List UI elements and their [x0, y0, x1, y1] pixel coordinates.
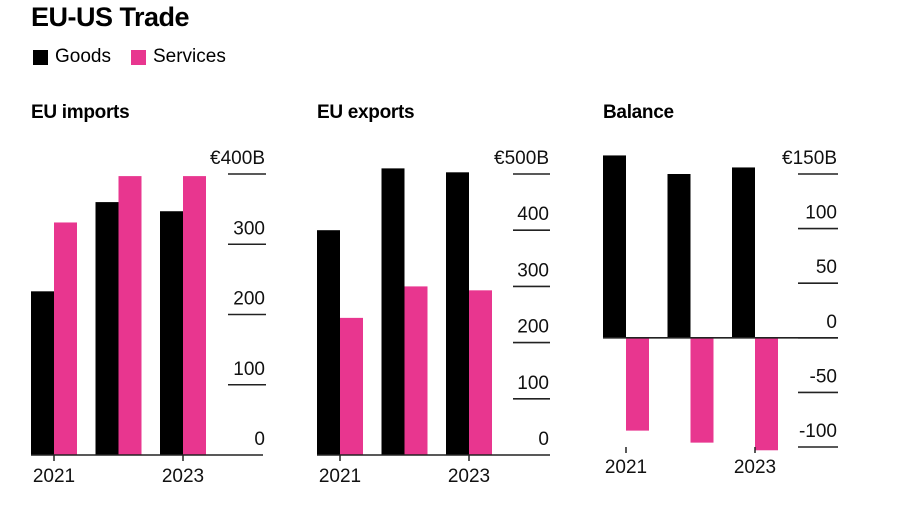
imports-bar-services-2021	[54, 222, 77, 455]
imports-y-tick-label: €400B	[210, 148, 265, 169]
balance-bar-services-2022	[690, 337, 714, 443]
exports-bar-goods-2023	[446, 172, 469, 455]
legend-item-goods: Goods	[33, 46, 111, 68]
imports-bar-services-2022	[118, 176, 142, 456]
legend: Goods Services	[33, 46, 246, 68]
balance-bar-goods-2022	[667, 174, 691, 338]
imports-bar-services-2023	[183, 176, 206, 456]
imports-y-tick-label: 0	[254, 429, 265, 450]
balance-y-tick-label: €150B	[782, 148, 837, 169]
imports-bar-goods-2023	[160, 211, 183, 455]
exports-bar-services-2021	[340, 317, 363, 455]
panel-title-imports: EU imports	[31, 102, 130, 123]
exports-y-tick-label: 100	[517, 373, 549, 394]
imports-bar-goods-2021	[31, 291, 54, 455]
legend-label-goods: Goods	[55, 46, 111, 67]
panel-title-exports: EU exports	[317, 102, 415, 123]
exports-y-tick-label: 400	[517, 204, 549, 225]
legend-label-services: Services	[152, 46, 226, 67]
legend-swatch-services	[130, 49, 146, 65]
balance-bar-services-2021	[626, 337, 649, 431]
balance-x-tick-label: 2021	[605, 457, 647, 478]
exports-x-tick-label: 2021	[319, 466, 361, 487]
panel-title-balance: Balance	[603, 102, 674, 123]
exports-bar-goods-2022	[381, 168, 405, 455]
exports-x-tick-label: 2023	[448, 466, 490, 487]
exports-y-tick-label: 200	[517, 317, 549, 338]
imports-y-tick-label: 200	[233, 289, 265, 310]
balance-x-tick-label: 2023	[734, 457, 776, 478]
imports-x-tick-label: 2021	[33, 466, 75, 487]
legend-swatch-goods	[33, 49, 48, 65]
balance-bar-goods-2021	[603, 155, 626, 338]
imports-bar-goods-2022	[95, 202, 119, 455]
exports-bar-goods-2021	[317, 230, 340, 455]
balance-bar-goods-2023	[732, 167, 755, 338]
balance-y-tick-label: 100	[805, 203, 837, 224]
balance-y-tick-label: -50	[810, 366, 837, 387]
balance-y-tick-label: 50	[816, 257, 837, 278]
balance-y-tick-label: 0	[826, 312, 837, 333]
exports-y-tick-label: 300	[517, 260, 549, 281]
balance-bar-services-2023	[755, 337, 778, 451]
exports-y-tick-label: 0	[538, 429, 549, 450]
exports-y-tick-label: €500B	[494, 148, 549, 169]
exports-bar-services-2023	[469, 290, 492, 455]
imports-x-tick-label: 2023	[162, 466, 204, 487]
imports-y-tick-label: 100	[233, 359, 265, 380]
balance-y-tick-label: -100	[799, 421, 837, 442]
chart-title: EU-US Trade	[31, 2, 190, 32]
exports-bar-services-2022	[404, 286, 428, 455]
legend-item-services: Services	[130, 46, 226, 68]
imports-y-tick-label: 300	[233, 218, 265, 239]
